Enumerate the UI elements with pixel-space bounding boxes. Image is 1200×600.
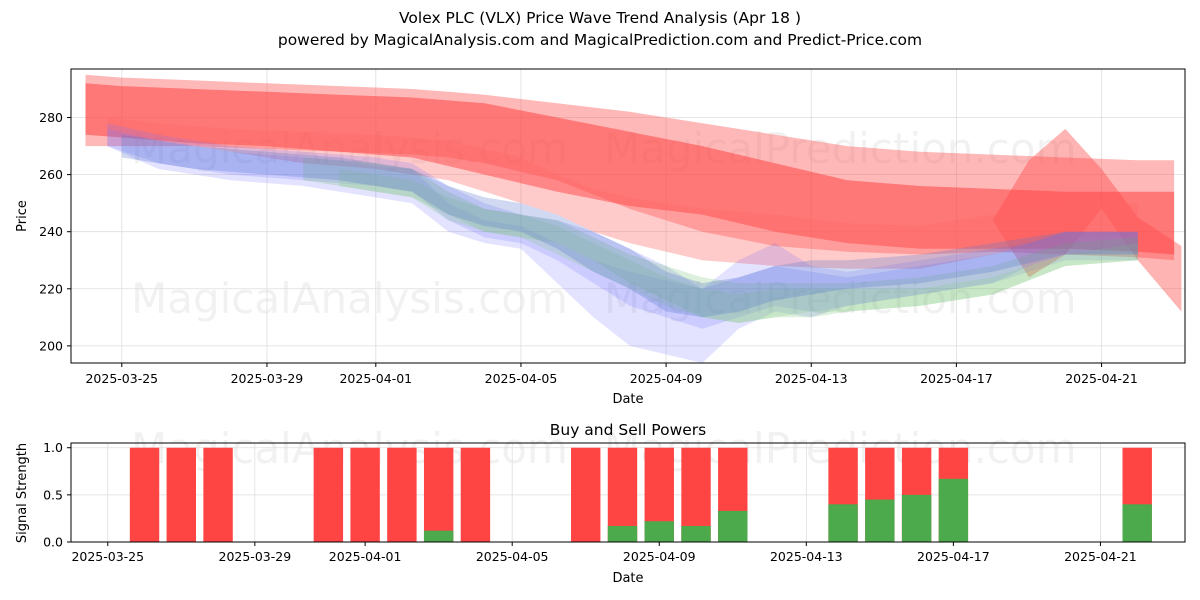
sell-bar: [166, 447, 197, 542]
price-x-tick-label: 2025-04-17: [920, 371, 993, 386]
sell-bar: [387, 447, 417, 542]
price-x-tick-label: 2025-03-29: [231, 371, 304, 386]
buy-bar: [423, 530, 454, 542]
signal-plot-frame: [70, 442, 1186, 543]
price-y-tick-label: 280: [39, 110, 63, 125]
price-x-tick-label: 2025-04-09: [630, 371, 703, 386]
sell-bar: [313, 447, 344, 542]
signal-x-tick-label: 2025-04-21: [1064, 549, 1137, 564]
price-y-tick-label: 240: [39, 224, 63, 239]
sell-bar: [203, 447, 233, 542]
watermark-layer: MagicalAnalysis.com MagicalPrediction.co…: [131, 124, 1077, 473]
signal-x-tick-label: 2025-04-09: [623, 549, 696, 564]
price-wave-bands: [85, 74, 1182, 363]
wave-band-8: [121, 134, 1138, 318]
chart-subtitle: powered by MagicalAnalysis.com and Magic…: [277, 31, 923, 49]
price-x-tick-label: 2025-03-25: [85, 371, 158, 386]
wave-band-7: [339, 168, 1138, 323]
signal-bars: [129, 447, 1152, 542]
price-y-axis: 200 220 240 260 280: [39, 110, 71, 353]
wave-band-4: [107, 128, 1138, 363]
signal-y-tick-label: 0.0: [43, 535, 63, 550]
buy-bar: [901, 494, 932, 542]
chart-title: Volex PLC (VLX) Price Wave Trend Analysi…: [399, 9, 801, 27]
price-y-tick-label: 200: [39, 338, 63, 353]
buy-bar: [644, 521, 674, 542]
watermark-mid-left: MagicalAnalysis.com: [131, 274, 568, 323]
price-x-axis: 2025-03-25 2025-03-29 2025-04-01 2025-04-05…: [85, 363, 1138, 386]
price-x-tick-label: 2025-04-01: [339, 371, 412, 386]
signal-title: Buy and Sell Powers: [550, 421, 707, 439]
sell-bar: [129, 447, 160, 542]
price-y-tick-label: 260: [39, 167, 63, 182]
wave-band-2: [992, 128, 1182, 312]
signal-y-tick-label: 0.5: [43, 487, 63, 502]
signal-y-tick-label: 1.0: [43, 440, 63, 455]
watermark-bottom-left: MagicalAnalysis.com: [131, 424, 568, 473]
buy-bar: [607, 525, 638, 542]
sell-bar: [571, 447, 601, 542]
signal-x-tick-label: 2025-04-01: [329, 549, 402, 564]
buy-bar: [681, 525, 711, 542]
price-x-tick-label: 2025-04-21: [1065, 371, 1138, 386]
signal-x-tick-label: 2025-04-17: [917, 549, 990, 564]
sell-bar: [350, 447, 380, 542]
wave-band-6: [303, 157, 1138, 323]
signal-x-tick-label: 2025-03-29: [219, 549, 292, 564]
price-x-tick-label: 2025-04-05: [485, 371, 558, 386]
price-y-tick-label: 220: [39, 281, 63, 296]
signal-x-tick-label: 2025-03-25: [71, 549, 144, 564]
signal-y-axis: 0.0 0.5 1.0: [43, 440, 71, 550]
sell-bar: [460, 447, 491, 542]
buy-bar: [828, 504, 858, 542]
watermark-mid-right: MagicalPrediction.com: [604, 274, 1077, 323]
wave-band-5: [107, 123, 1138, 329]
wave-band-3: [107, 117, 1138, 269]
price-y-label: Price: [15, 200, 30, 232]
wave-band-1: [85, 83, 1175, 255]
buy-bar: [865, 499, 895, 542]
buy-bar: [938, 478, 969, 542]
signal-x-tick-label: 2025-04-05: [476, 549, 549, 564]
buy-bar: [718, 510, 748, 542]
buy-bar: [1122, 504, 1152, 542]
signal-y-label: Signal Strength: [15, 443, 30, 543]
signal-x-tick-label: 2025-04-13: [770, 549, 843, 564]
price-x-label: Date: [612, 392, 643, 407]
price-x-tick-label: 2025-04-13: [775, 371, 848, 386]
price-plot-frame: [70, 68, 1186, 364]
signal-x-label: Date: [612, 571, 643, 586]
sell-bar: [423, 447, 454, 542]
signal-x-axis: 2025-03-25 2025-03-29 2025-04-01 2025-04-05…: [71, 542, 1137, 564]
